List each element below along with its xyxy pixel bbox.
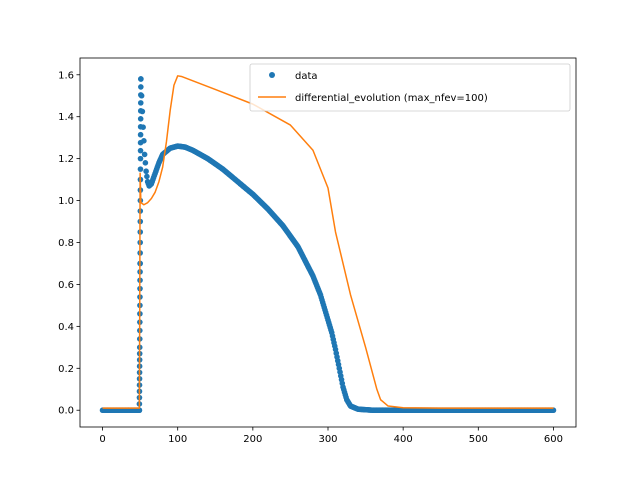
y-tick-label: 1.4 (58, 112, 74, 123)
x-tick-label: 500 (469, 434, 488, 445)
y-axis: 0.0 0.2 0.4 0.6 0.8 1.0 1.2 1.4 1.6 (58, 70, 80, 417)
y-tick-label: 0.2 (58, 364, 74, 375)
x-tick-label: 100 (168, 434, 187, 445)
data-point (137, 92, 144, 98)
data-point (144, 173, 150, 180)
y-tick-label: 1.6 (58, 70, 74, 81)
plot-area (99, 75, 557, 414)
data-point (137, 100, 144, 106)
data-point (142, 160, 149, 166)
x-tick-label: 600 (544, 434, 563, 445)
data-point (143, 168, 149, 175)
data-point (138, 76, 144, 82)
legend-label-fit: differential_evolution (max_nfev=100) (295, 93, 488, 104)
y-tick-label: 0.6 (58, 280, 74, 291)
x-tick-label: 0 (99, 434, 105, 445)
legend: data differential_evolution (max_nfev=10… (249, 63, 571, 112)
x-tick-label: 200 (243, 434, 262, 445)
y-tick-label: 0.4 (58, 322, 74, 333)
x-tick-label: 400 (394, 434, 413, 445)
series-fit-line (102, 75, 554, 409)
legend-label-data: data (295, 71, 318, 82)
legend-marker-data (269, 72, 275, 78)
y-tick-label: 1.2 (58, 154, 74, 165)
data-point (137, 155, 144, 162)
data-point (138, 84, 144, 90)
y-tick-label: 0.8 (58, 238, 74, 249)
data-point (141, 151, 148, 158)
y-tick-label: 0.0 (58, 406, 74, 417)
x-tick-label: 300 (318, 434, 337, 445)
data-point (137, 166, 144, 172)
data-point (137, 147, 144, 154)
data-point (137, 108, 144, 114)
data-point (137, 116, 144, 122)
data-point (137, 123, 144, 130)
y-tick-label: 1.0 (58, 196, 74, 207)
legend-box (249, 63, 571, 112)
data-point (137, 139, 144, 146)
data-point (137, 131, 144, 138)
x-axis: 0 100 200 300 400 500 600 (99, 427, 563, 445)
